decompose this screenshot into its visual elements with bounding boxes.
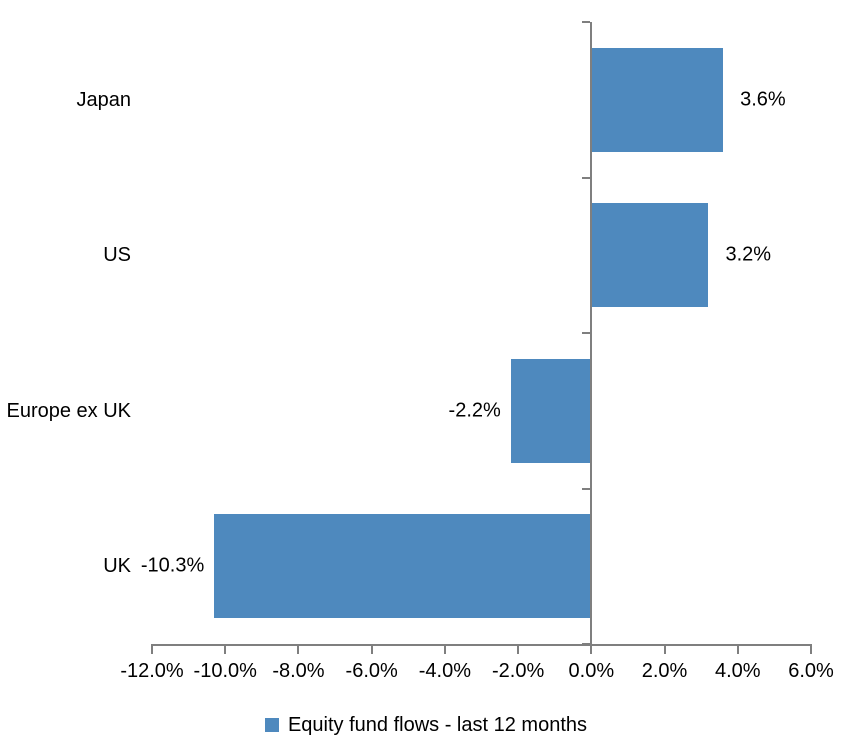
data-label-uk: -10.3% [140, 554, 205, 577]
x-axis-tick [297, 644, 300, 654]
data-label-japan: 3.6% [740, 88, 786, 111]
y-axis-tick [582, 176, 591, 179]
x-axis-tick [443, 644, 446, 654]
x-tick-label: -12.0% [120, 660, 184, 682]
x-tick-label: 0.0% [568, 660, 615, 682]
x-tick-label: -4.0% [418, 660, 471, 682]
y-axis-tick [582, 643, 591, 645]
x-tick-label: 2.0% [641, 660, 688, 682]
x-tick-label: -6.0% [345, 660, 398, 682]
legend-label: Equity fund flows - last 12 months [287, 713, 588, 736]
x-tick-label: -10.0% [193, 660, 257, 682]
category-label-europe-ex-uk: Europe ex UK [6, 399, 131, 422]
x-axis-line [151, 644, 812, 646]
x-tick-label: 6.0% [788, 660, 834, 682]
x-tick-label: -8.0% [272, 660, 325, 682]
x-axis-tick [590, 644, 593, 654]
bar-us [591, 203, 709, 308]
category-label-japan: Japan [76, 88, 132, 111]
chart-legend: Equity fund flows - last 12 months [0, 711, 852, 739]
data-label-us: 3.2% [725, 243, 772, 266]
data-label-europe-ex-uk: -2.2% [448, 399, 501, 422]
y-axis-tick [582, 21, 591, 23]
bar-japan [591, 47, 724, 152]
y-axis-tick [582, 487, 591, 490]
y-axis-line [590, 22, 593, 646]
x-axis-tick [810, 644, 812, 654]
y-axis-tick [582, 332, 591, 334]
bar-uk [214, 514, 592, 619]
x-axis-tick [663, 644, 666, 654]
category-label-us: US [103, 244, 131, 267]
x-tick-label: -2.0% [491, 660, 545, 682]
x-axis-tick [224, 644, 227, 654]
x-axis-tick [517, 644, 520, 654]
x-axis-tick [370, 644, 373, 654]
x-axis-tick [151, 644, 153, 654]
bar-europe-ex-uk [510, 358, 592, 463]
legend-swatch-icon [264, 718, 279, 732]
x-axis-tick [736, 644, 739, 654]
x-tick-label: 4.0% [714, 660, 761, 682]
category-label-uk: UK [103, 555, 131, 578]
